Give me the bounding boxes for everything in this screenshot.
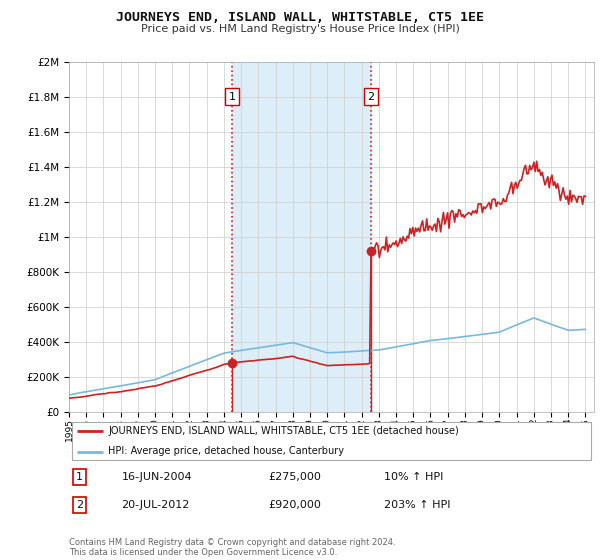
Text: JOURNEYS END, ISLAND WALL, WHITSTABLE, CT5 1EE: JOURNEYS END, ISLAND WALL, WHITSTABLE, C… <box>116 11 484 24</box>
Text: 203% ↑ HPI: 203% ↑ HPI <box>384 500 451 510</box>
Text: £920,000: £920,000 <box>269 500 322 510</box>
Text: JOURNEYS END, ISLAND WALL, WHITSTABLE, CT5 1EE (detached house): JOURNEYS END, ISLAND WALL, WHITSTABLE, C… <box>109 426 459 436</box>
Text: £275,000: £275,000 <box>269 472 322 482</box>
Text: Contains HM Land Registry data © Crown copyright and database right 2024.
This d: Contains HM Land Registry data © Crown c… <box>69 538 395 557</box>
Text: 2: 2 <box>367 92 374 101</box>
Text: 2: 2 <box>76 500 83 510</box>
Text: 16-JUN-2004: 16-JUN-2004 <box>121 472 192 482</box>
Text: 20-JUL-2012: 20-JUL-2012 <box>121 500 190 510</box>
Text: 10% ↑ HPI: 10% ↑ HPI <box>384 472 443 482</box>
Bar <box>232 62 371 412</box>
Text: HPI: Average price, detached house, Canterbury: HPI: Average price, detached house, Cant… <box>109 446 344 456</box>
FancyBboxPatch shape <box>71 422 592 460</box>
Text: 1: 1 <box>229 92 235 101</box>
Text: Price paid vs. HM Land Registry's House Price Index (HPI): Price paid vs. HM Land Registry's House … <box>140 24 460 34</box>
Text: 1: 1 <box>76 472 83 482</box>
